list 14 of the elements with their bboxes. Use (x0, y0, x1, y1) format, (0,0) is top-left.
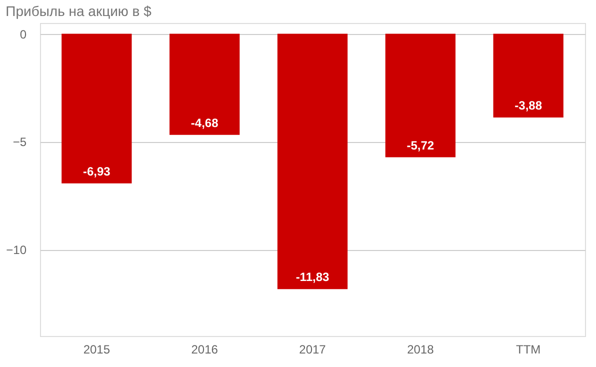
data-label: -3,88 (514, 98, 542, 113)
x-tick-label: 2018 (407, 342, 434, 356)
y-tick-label: −5 (12, 135, 27, 150)
x-tick-label: TTM (516, 342, 541, 356)
x-tick-label: 2017 (299, 342, 326, 356)
data-label: -11,83 (296, 270, 330, 284)
x-tick-label: 2016 (191, 342, 218, 356)
chart-title: Прибыль на акцию в $ (6, 3, 152, 19)
y-tick-label: −10 (6, 243, 27, 258)
data-label: -4,68 (190, 116, 219, 130)
x-tick-label: 2015 (83, 342, 110, 356)
data-label: -6,93 (82, 164, 111, 178)
y-tick-label: 0 (20, 27, 27, 42)
data-label: -5,72 (406, 138, 434, 152)
